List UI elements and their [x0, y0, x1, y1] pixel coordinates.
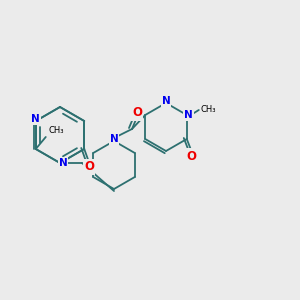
- Text: CH₃: CH₃: [49, 126, 64, 135]
- Text: N: N: [58, 158, 68, 168]
- Text: O: O: [132, 106, 142, 119]
- Text: O: O: [187, 149, 197, 163]
- Text: N: N: [110, 134, 118, 144]
- Text: N: N: [162, 96, 170, 106]
- Text: CH₃: CH₃: [201, 106, 216, 115]
- Text: O: O: [84, 160, 94, 173]
- Text: N: N: [32, 114, 40, 124]
- Text: N: N: [184, 110, 193, 120]
